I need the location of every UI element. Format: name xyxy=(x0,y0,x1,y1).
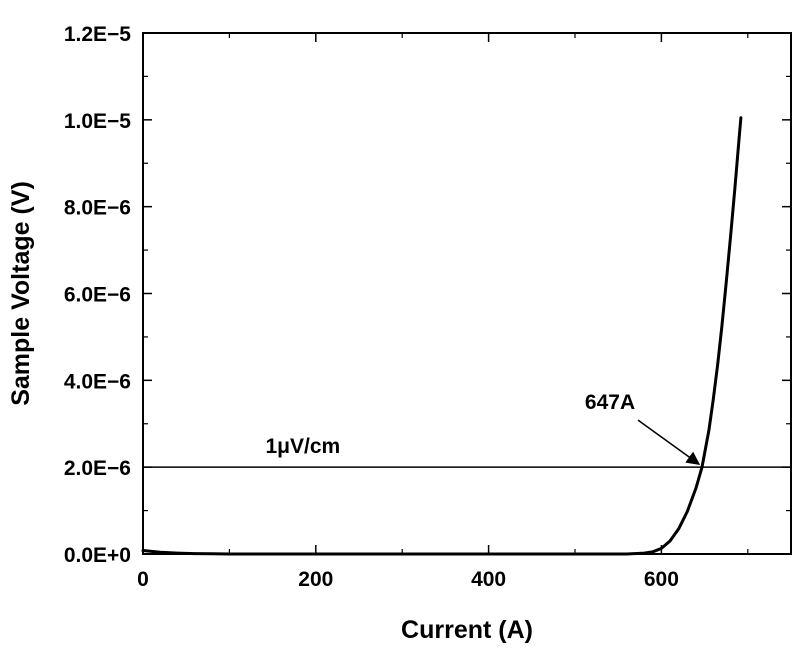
x-axis-label: Current (A) xyxy=(401,616,533,644)
y-tick-label: 6.0E−6 xyxy=(64,284,131,307)
axis-labels-group: Current (A) Sample Voltage (V) xyxy=(7,181,533,644)
series-group xyxy=(141,116,743,556)
x-tick-label: 400 xyxy=(471,568,506,591)
plot-frame xyxy=(142,32,792,555)
y-tick-label: 8.0E−6 xyxy=(64,197,131,220)
y-axis-label: Sample Voltage (V) xyxy=(7,181,35,406)
ticks-group: 0 200 400 600 0.0E+0 2.0E−6 4.0E−6 6.0E−6 8.0E−6… xyxy=(64,23,791,591)
annotation-arrow xyxy=(637,419,701,465)
series-line xyxy=(141,116,743,556)
y-tick-label: 0.0E+0 xyxy=(64,544,131,567)
annotation-label: 647A xyxy=(585,391,635,414)
reference-line-group: 1μV/cm xyxy=(143,435,791,468)
x-tick-label: 200 xyxy=(298,568,333,591)
y-tick-label: 1.0E−5 xyxy=(64,110,131,133)
reference-line-label: 1μV/cm xyxy=(265,435,340,458)
y-tick-label: 1.2E−5 xyxy=(64,23,131,46)
x-tick-label: 600 xyxy=(644,568,679,591)
annotations-group: 647A xyxy=(585,391,701,465)
y-tick-label: 4.0E−6 xyxy=(64,370,131,393)
y-tick-label: 2.0E−6 xyxy=(64,457,131,480)
axes xyxy=(142,32,792,555)
x-tick-label: 0 xyxy=(137,568,149,591)
